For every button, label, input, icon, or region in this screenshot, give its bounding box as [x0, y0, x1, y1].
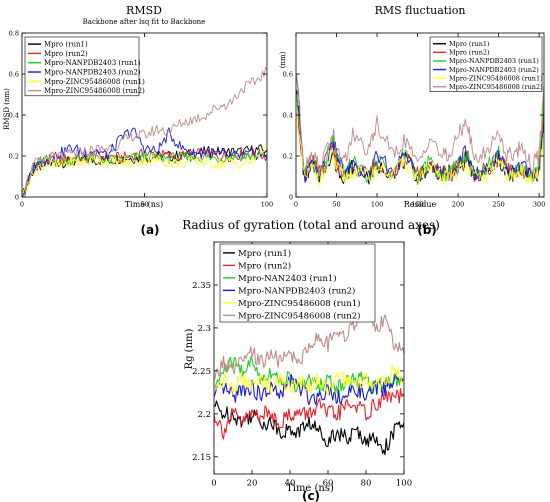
- y-tick-label: 2.15: [192, 453, 211, 463]
- x-tick-label: 20: [247, 479, 258, 489]
- x-tick-label: 60: [323, 479, 334, 489]
- series-group: [296, 73, 544, 186]
- y-tick-label: 2.35: [192, 281, 211, 291]
- series-line-5: [214, 365, 404, 396]
- panel-a-xlabel: Time (ns): [125, 200, 163, 209]
- series-line-1: [22, 144, 267, 197]
- x-tick-label: 40: [285, 479, 296, 489]
- legend-entry: Mpro-NANPDB2403 (run2): [44, 68, 141, 76]
- y-tick-label: 0.4: [283, 111, 293, 119]
- series-group: [22, 66, 267, 197]
- legend: Mpro (run1)Mpro (run2) Mpro-NAN2403 (run1…: [219, 243, 376, 323]
- x-tick-label: 100: [396, 479, 412, 489]
- legend: Mpro (run1)Mpro (run2)Mpro-NANPDB2403 (r…: [429, 36, 543, 92]
- plot-frame: [213, 241, 405, 475]
- panel-b-ylabel: (nm): [279, 51, 287, 68]
- y-tick-label: 0: [289, 193, 293, 201]
- panel-a-label: (a): [140, 223, 159, 237]
- series-line-5: [296, 114, 544, 186]
- panel-c-title: Radius of gyration (total and around axe…: [182, 218, 440, 232]
- panel-b-title: RMS fluctuation: [375, 4, 466, 17]
- legend-box: [219, 243, 376, 323]
- x-tick-label: 100: [371, 201, 383, 209]
- legend-entry: Mpro-NANPDB2403 (run2): [238, 285, 355, 296]
- series-line-2: [296, 104, 544, 182]
- legend-entry: Mpro-NANPDB2403 (run1): [449, 57, 539, 65]
- legend-entry: Mpro-ZINC95486008 (run1): [449, 74, 543, 82]
- series-line-2: [214, 388, 404, 440]
- x-tick-label: 250: [492, 201, 504, 209]
- y-tick-label: 2.25: [192, 367, 211, 377]
- series-line-5: [22, 143, 267, 197]
- legend-entry: Mpro (run1): [238, 248, 291, 259]
- panel-c-ylabel: Rg (nm): [184, 328, 195, 369]
- series-line-4: [296, 78, 544, 184]
- y-tick-label: 0.2: [283, 152, 293, 160]
- legend-entry: Mpro-NAN2403 (run1): [238, 273, 337, 284]
- panel-b-label: (b): [417, 223, 437, 237]
- y-tick-label: 0.6: [9, 70, 19, 78]
- panel-c: Radius of gyration (total and around axe…: [182, 218, 440, 502]
- panel-a-ylabel: RMSD (nm): [3, 88, 11, 130]
- panel-a-subtitle: Backbone after lsq fit to Backbone: [83, 18, 206, 26]
- x-tick-label: 50: [332, 201, 340, 209]
- y-tick-label: 0.4: [9, 111, 19, 119]
- legend-entry: Mpro-NANPDB2403 (run1): [44, 59, 141, 67]
- x-tick-label: 80: [361, 479, 372, 489]
- x-tick-label: 0: [20, 201, 24, 209]
- x-tick-label: 0: [211, 479, 216, 489]
- series-line-6: [296, 73, 544, 175]
- legend-entry: Mpro (run2): [44, 50, 88, 58]
- series-group: [214, 308, 404, 456]
- panel-b: RMS fluctuation 0 50 100 150 200 250 300 0 0.2 0.…: [279, 4, 545, 237]
- x-tick-label: 0: [294, 201, 298, 209]
- series-line-6: [22, 66, 267, 197]
- plot-area-c: 0 20 40 60 80 100 2.15 2.2 2.25 2.3 2.35 Mpro (run1…: [192, 241, 412, 489]
- x-tick-label: 50: [140, 201, 148, 209]
- x-tick-label: 150: [411, 201, 423, 209]
- panel-a-title: RMSD: [126, 4, 162, 17]
- panel-b-xlabel: Residue: [404, 200, 437, 209]
- legend-entry: Mpro (run2): [449, 49, 490, 57]
- legend-entry: Mpro-ZINC95486008 (run2): [238, 310, 360, 321]
- x-tick-label: 300: [533, 201, 545, 209]
- panel-a: RMSD Backbone after lsq fit to Backbone …: [3, 4, 273, 237]
- legend-entry: Mpro (run1): [449, 40, 490, 48]
- legend: Mpro (run1)Mpro (run2)Mpro-NANPDB2403 (r…: [24, 36, 145, 97]
- legend-entry: Mpro-ZINC95486008 (run1): [238, 298, 360, 309]
- y-tick-label: 0: [15, 193, 19, 201]
- y-tick-label: 2.2: [197, 410, 211, 420]
- legend-entry: Mpro (run2): [238, 260, 291, 271]
- x-tick-label: 100: [261, 201, 273, 209]
- legend-entry: Mpro-ZINC95486008 (run1): [44, 78, 145, 86]
- plot-area-a: 0 50 100 0 0.2 0.4 0.6 0.8 Mpro (run1)Mpro (run2…: [9, 29, 274, 208]
- panel-c-label: (c): [302, 489, 320, 502]
- series-line-4: [214, 372, 404, 406]
- legend-entry: Mpro-ZINC95486008 (run2): [449, 83, 543, 91]
- x-tick-label: 200: [452, 201, 464, 209]
- legend-entry: Mpro-ZINC95486008 (run2): [44, 87, 145, 95]
- legend-box: [24, 36, 140, 97]
- legend-entry: Mpro (run1): [44, 41, 88, 49]
- legend-entry: Mpro-NANPDB2403 (run2): [449, 66, 539, 74]
- y-tick-label: 0.6: [283, 70, 293, 78]
- y-tick-label: 0.2: [9, 152, 19, 160]
- y-tick-label: 2.3: [197, 324, 211, 334]
- y-tick-label: 0.8: [9, 29, 19, 37]
- panel-c-xlabel: Time (ns): [286, 483, 334, 494]
- legend-box: [429, 36, 543, 92]
- series-line-4: [22, 127, 267, 197]
